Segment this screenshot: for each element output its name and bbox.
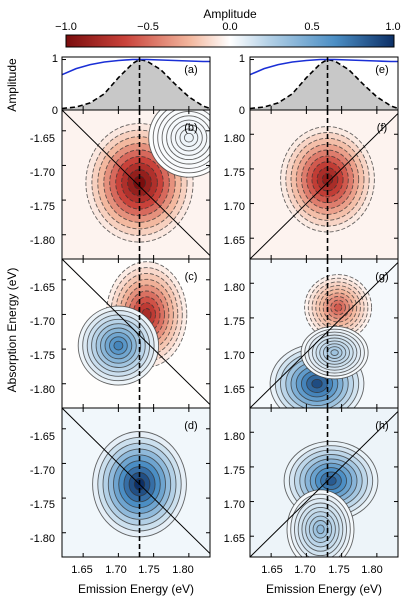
heatmap-panel	[61, 109, 211, 260]
contour-level	[113, 340, 124, 351]
diagonal-line	[250, 262, 398, 408]
ytick-b-1: -1.65	[30, 133, 55, 145]
colorbar-ticks: −1.0 −0.5 0.0 0.5 1.0	[55, 21, 401, 33]
heatmap-panel	[61, 258, 211, 409]
ytick-h-1: 1.80	[224, 431, 245, 443]
heatmap-area	[62, 110, 210, 259]
colorbar-tick: 0.5	[304, 21, 319, 33]
ytick-h-3: 1.70	[224, 499, 245, 511]
xticks-right: 1.65 1.70 1.75 1.80	[261, 564, 382, 576]
panel-label-a: (a)	[184, 64, 197, 76]
ytick-b-3: -1.75	[30, 201, 55, 213]
ytick-d-2: -1.70	[30, 465, 55, 477]
contour-level	[333, 303, 343, 312]
spectrum-dashed-line	[249, 58, 399, 110]
heatmap-panel	[249, 407, 399, 558]
colorbar-tick: 0.0	[222, 21, 237, 33]
ytick-f-4: 1.65	[224, 235, 245, 247]
contour-level	[330, 349, 339, 356]
colorbar	[65, 34, 395, 48]
spectrum-fill	[250, 59, 398, 110]
panel-label-h: (h)	[375, 420, 388, 432]
xtick: 1.80	[172, 564, 193, 576]
colorbar-tick: −1.0	[55, 21, 77, 33]
panel-label-f: (f)	[377, 122, 387, 134]
heatmap-area	[250, 110, 398, 259]
spectrum-fill	[62, 59, 210, 110]
xtick: 1.80	[361, 564, 382, 576]
ytick-b-4: -1.80	[30, 235, 55, 247]
ytick-f-2: 1.75	[224, 167, 245, 179]
heatmap-panel	[61, 407, 211, 558]
colorbar-tick: 1.0	[385, 21, 400, 33]
spectrum-ytick: 0	[239, 105, 245, 117]
heatmap-area	[250, 259, 398, 408]
absorption-ylabel: Absorption Energy (eV)	[5, 268, 19, 393]
heatmap-panel	[249, 109, 399, 260]
ytick-b-2: -1.70	[30, 167, 55, 179]
xtick: 1.65	[261, 564, 282, 576]
contour-level	[311, 378, 323, 389]
heatmap-frame	[61, 407, 211, 558]
ytick-c-2: -1.70	[30, 316, 55, 328]
xlabel-right: Emission Energy (eV)	[266, 582, 382, 596]
ytick-d-3: -1.75	[30, 499, 55, 511]
diagonal-line	[62, 259, 210, 405]
spectrum-ytick: 1	[52, 53, 58, 65]
spectrum-panel	[61, 56, 211, 111]
left-yticks: -1.65 -1.70 -1.75 -1.80 -1.65 -1.70 -1.7…	[30, 133, 55, 545]
panel-label-d: (d)	[184, 420, 197, 432]
contour-level	[325, 475, 337, 486]
panel-label-c: (c)	[185, 271, 198, 283]
ytick-d-1: -1.65	[30, 431, 55, 443]
ytick-d-4: -1.80	[30, 533, 55, 545]
contour-level	[316, 524, 325, 535]
panel-label-b: (b)	[184, 122, 197, 134]
spectrum-dashed-line	[61, 58, 211, 110]
xtick: 1.70	[294, 564, 315, 576]
ytick-h-4: 1.65	[224, 533, 245, 545]
spectrum-ytick: 1	[239, 53, 245, 65]
ytick-f-3: 1.70	[224, 201, 245, 213]
diagonal-line	[62, 408, 210, 554]
xtick: 1.65	[71, 564, 92, 576]
heatmap-frame	[249, 407, 399, 558]
panel-labels: (a) (b) (c) (d) (e) (f) (g) (h)	[184, 64, 388, 432]
diagonal-line	[250, 411, 398, 557]
right-yticks: 1.80 1.75 1.70 1.65 1.80 1.75 1.70 1.65 …	[224, 133, 245, 545]
spectrum-panel	[249, 56, 399, 111]
panel-label-e: (e)	[375, 64, 388, 76]
panel-label-g: (g)	[375, 271, 388, 283]
colorbar-tick: −0.5	[137, 21, 159, 33]
ytick-g-1: 1.80	[224, 282, 245, 294]
spectrum-ytick: 0	[52, 105, 58, 117]
ytick-g-2: 1.75	[224, 316, 245, 328]
ytick-h-2: 1.75	[224, 465, 245, 477]
contour-level	[183, 132, 194, 143]
xlabel-left: Emission Energy (eV)	[78, 582, 194, 596]
diagonal-line	[250, 113, 398, 259]
heatmap-area	[62, 408, 210, 557]
diagonal-line	[62, 110, 210, 256]
xtick: 1.70	[105, 564, 126, 576]
ytick-g-3: 1.70	[224, 350, 245, 362]
panels	[61, 56, 399, 558]
ytick-c-3: -1.75	[30, 350, 55, 362]
ytick-c-1: -1.65	[30, 282, 55, 294]
xtick: 1.75	[328, 564, 349, 576]
ytick-c-4: -1.80	[30, 384, 55, 396]
spectrum-ylabel: Amplitude	[5, 58, 19, 112]
colorbar-label: Amplitude	[203, 7, 257, 21]
heatmap-area	[250, 408, 398, 557]
xticks-left: 1.65 1.70 1.75 1.80	[71, 564, 193, 576]
heatmap-area	[62, 259, 210, 408]
xtick: 1.75	[138, 564, 159, 576]
ytick-g-4: 1.65	[224, 384, 245, 396]
heatmap-panel	[249, 258, 399, 409]
ytick-f-1: 1.80	[224, 133, 245, 145]
